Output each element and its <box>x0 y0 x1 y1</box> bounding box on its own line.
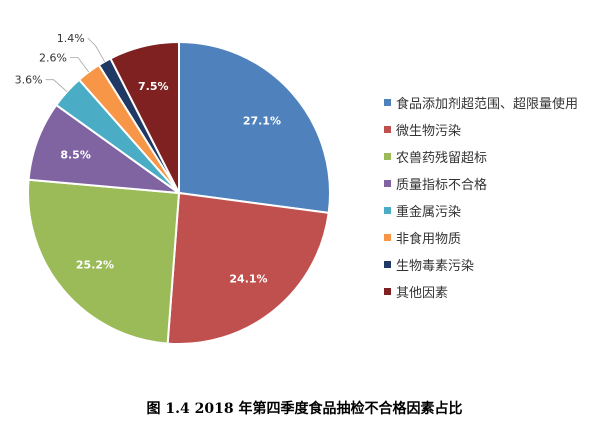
legend-label: 农兽药残留超标 <box>396 151 487 166</box>
legend-label: 生物毒素污染 <box>396 259 474 274</box>
data-label: 1.4% <box>57 32 85 45</box>
legend-swatch <box>384 234 391 241</box>
legend-swatch <box>384 126 391 133</box>
legend-swatch <box>384 261 391 268</box>
data-label: 25.2% <box>76 258 114 271</box>
leader-line <box>87 37 105 62</box>
leader-line <box>70 57 90 73</box>
legend-swatch <box>384 288 391 295</box>
data-label: 3.6% <box>15 74 43 87</box>
legend-label: 非食用物质 <box>396 231 461 247</box>
legend-swatch <box>384 99 391 106</box>
leader-lines <box>45 37 105 92</box>
data-label: 27.1% <box>243 114 281 127</box>
pie-slices <box>27 40 332 345</box>
legend-label: 其他因素 <box>396 286 448 301</box>
legend-label: 食品添加剂超范围、超限量使用 <box>396 96 578 112</box>
data-label: 8.5% <box>60 149 91 162</box>
data-label: 2.6% <box>39 52 67 65</box>
legend-swatch <box>384 180 391 187</box>
legend: 食品添加剂超范围、超限量使用微生物污染农兽药残留超标质量指标不合格重金属污染非食… <box>384 96 578 301</box>
data-labels: 27.1% 24.1% 25.2% 8.5% 3.6% 2.6% 1.4% 7.5% <box>15 32 281 286</box>
leader-line <box>45 79 68 92</box>
pie-slice <box>166 191 330 345</box>
legend-swatch <box>384 207 391 214</box>
legend-label: 重金属污染 <box>396 204 461 220</box>
legend-label: 质量指标不合格 <box>396 177 487 193</box>
pie-slice <box>178 40 332 214</box>
pie-slice <box>109 40 180 194</box>
figure-caption: 图 1.4 2018 年第四季度食品抽检不合格因素占比 <box>146 401 463 417</box>
data-label: 7.5% <box>138 80 169 93</box>
pie-slice <box>27 178 181 345</box>
legend-swatch <box>384 153 391 160</box>
data-label: 24.1% <box>229 273 267 286</box>
legend-label: 微生物污染 <box>396 124 461 139</box>
